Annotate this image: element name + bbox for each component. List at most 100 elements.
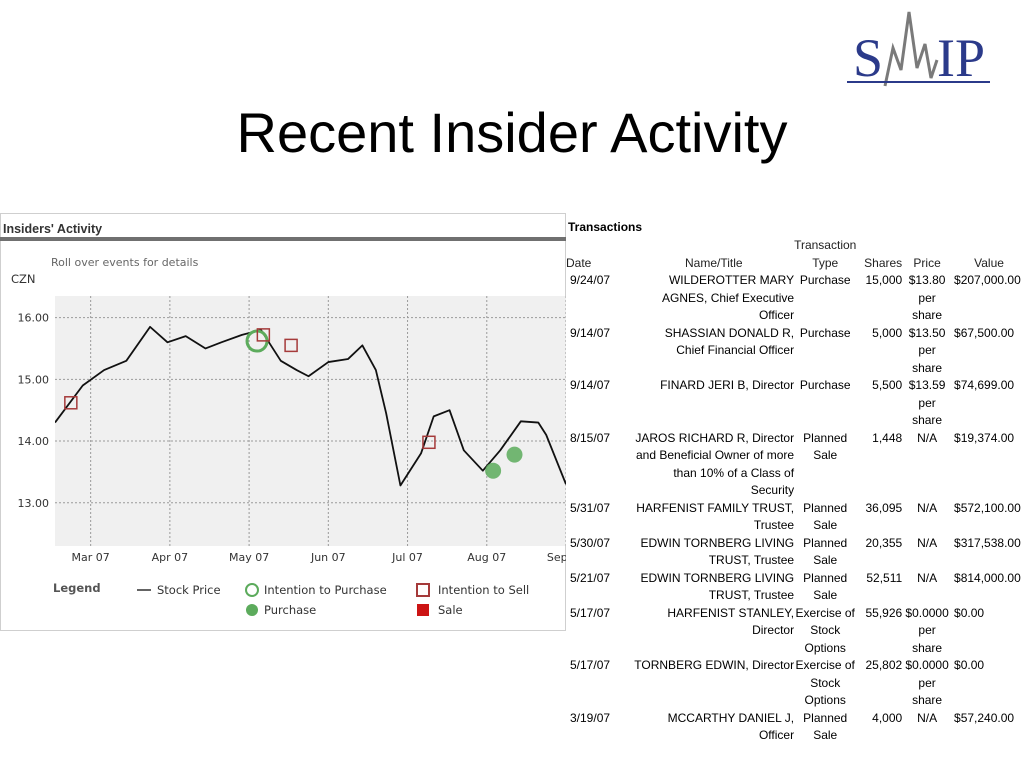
event-intention-to-sell[interactable] bbox=[284, 338, 298, 353]
cell-value: $0.00 bbox=[954, 658, 985, 672]
cell-date: 9/24/07 bbox=[570, 273, 611, 287]
x-tick-label: May 07 bbox=[229, 551, 269, 564]
cell-shares: 5,500 bbox=[872, 378, 903, 392]
cell-date: 5/30/07 bbox=[570, 535, 611, 550]
y-tick-label: 15.00 bbox=[18, 373, 50, 386]
cell-shares: 25,802 bbox=[865, 658, 903, 672]
x-tick-label: Jul 07 bbox=[391, 551, 423, 564]
cell-name: MCCARTHY DANIEL J, Officer bbox=[667, 710, 795, 743]
stock-price-line bbox=[55, 325, 566, 487]
slide-title: Recent Insider Activity bbox=[236, 101, 788, 164]
legend-sale: Sale bbox=[438, 603, 463, 617]
y-tick-label: 13.00 bbox=[18, 497, 50, 510]
x-tick-label: Apr 07 bbox=[152, 551, 189, 564]
cell-value: $57,240.00 bbox=[954, 710, 1015, 725]
legend-intent-sell-icon bbox=[416, 583, 430, 597]
cell-date: 9/14/07 bbox=[570, 378, 611, 392]
smip-logo: S IP bbox=[847, 11, 990, 88]
plot-area bbox=[55, 296, 566, 546]
cell-value: $0.00 bbox=[954, 605, 985, 620]
legend-purchase-icon bbox=[246, 604, 258, 616]
col-shares: Shares bbox=[864, 255, 903, 270]
cell-type: Planned Sale bbox=[803, 710, 848, 743]
logo-zigzag-icon bbox=[883, 11, 939, 87]
cell-shares: 36,095 bbox=[865, 500, 903, 515]
transactions-panel: Transactions Date Name/Title Transaction… bbox=[566, 216, 1024, 742]
cell-name: EDWIN TORNBERG LIVING TRUST, Trustee bbox=[640, 570, 795, 603]
cell-date: 5/17/07 bbox=[570, 605, 611, 620]
cell-type: Purchase bbox=[799, 378, 851, 392]
cell-type: Exercise of Stock Options bbox=[795, 605, 855, 655]
cell-name: WILDEROTTER MARY AGNES, Chief Executive … bbox=[662, 273, 795, 322]
cell-value: $207,000.00 bbox=[954, 273, 1021, 287]
cell-price: $0.0000 per share bbox=[905, 605, 949, 655]
y-tick-label: 14.00 bbox=[18, 435, 50, 448]
stock-price-series bbox=[55, 325, 566, 487]
event-intention-to-sell[interactable] bbox=[256, 328, 271, 342]
cell-price: N/A bbox=[917, 500, 938, 515]
cell-date: 8/15/07 bbox=[570, 430, 611, 445]
table-row: 9/14/07 FINARD JERI B, Director Purchase 5,… bbox=[566, 377, 1024, 430]
cell-shares: 52,511 bbox=[866, 570, 903, 585]
cell-name: EDWIN TORNBERG LIVING TRUST, Trustee bbox=[640, 535, 795, 568]
table-row: 5/31/07 HARFENIST FAMILY TRUST, Trustee Pl… bbox=[566, 500, 1024, 535]
cell-value: $19,374.00 bbox=[954, 430, 1015, 445]
table-row: 8/15/07 JAROS RICHARD R, Director and Ben… bbox=[566, 430, 1024, 500]
cell-price: $0.0000 per share bbox=[905, 658, 949, 707]
event-intention-to-sell[interactable] bbox=[422, 435, 436, 450]
x-tick-label: Aug 07 bbox=[467, 551, 506, 564]
chart-header-bar bbox=[0, 237, 566, 241]
insider-events bbox=[64, 328, 523, 479]
cell-shares: 20,355 bbox=[865, 535, 903, 550]
cell-type: Planned Sale bbox=[803, 535, 848, 568]
cell-type: Planned Sale bbox=[803, 430, 848, 463]
cell-price: $13.59 per share bbox=[908, 378, 946, 427]
cell-price: N/A bbox=[917, 570, 938, 585]
cell-price: $13.50 per share bbox=[908, 325, 946, 375]
ticker-label: CZN bbox=[11, 272, 36, 286]
table-header-row: Date Name/Title Transaction Type Shares … bbox=[566, 237, 1024, 272]
y-tick-label: 16.00 bbox=[18, 312, 50, 325]
table-row: 9/24/07 WILDEROTTER MARY AGNES, Chief Exe… bbox=[566, 272, 1024, 325]
cell-date: 5/21/07 bbox=[570, 570, 611, 585]
grid-lines bbox=[55, 296, 566, 546]
cell-name: JAROS RICHARD R, Director and Beneficial… bbox=[635, 430, 795, 498]
transactions-table: Date Name/Title Transaction Type Shares … bbox=[566, 237, 1024, 745]
cell-price: N/A bbox=[917, 430, 938, 445]
chart-header: Insiders' Activity bbox=[3, 222, 102, 236]
cell-shares: 1,448 bbox=[872, 430, 903, 445]
legend-intent-sell: Intention to Sell bbox=[438, 583, 529, 597]
cell-type: Planned Sale bbox=[803, 500, 848, 533]
event-purchase[interactable] bbox=[506, 446, 523, 463]
transactions-title: Transactions bbox=[568, 220, 643, 234]
table-row: 5/21/07 EDWIN TORNBERG LIVING TRUST, Trus… bbox=[566, 570, 1024, 605]
transactions-body: 9/24/07 WILDEROTTER MARY AGNES, Chief Exe… bbox=[566, 272, 1024, 745]
logo-text-right: IP bbox=[937, 28, 985, 88]
cell-value: $67,500.00 bbox=[954, 325, 1015, 340]
legend-stock-price: Stock Price bbox=[157, 583, 221, 597]
legend-intent-purchase-icon bbox=[245, 583, 259, 597]
cell-value: $572,100.00 bbox=[954, 500, 1021, 515]
event-intention-to-sell[interactable] bbox=[64, 396, 78, 410]
chart-hint: Roll over events for details bbox=[51, 256, 199, 269]
cell-shares: 5,000 bbox=[872, 325, 903, 340]
legend-title: Legend bbox=[53, 581, 101, 595]
legend-intent-purchase: Intention to Purchase bbox=[264, 583, 387, 597]
cell-type: Planned Sale bbox=[803, 570, 848, 603]
col-price: Price bbox=[913, 255, 941, 270]
logo-text-left: S bbox=[853, 28, 883, 88]
cell-name: SHASSIAN DONALD R, Chief Financial Offic… bbox=[664, 325, 795, 358]
x-tick-label: Sep 07 bbox=[547, 551, 566, 564]
x-axis-ticks: Mar 07 Apr 07 May 07 Jun 07 Jul 07 Aug 07 Sep … bbox=[72, 551, 566, 564]
table-row: 9/14/07 SHASSIAN DONALD R, Chief Financia… bbox=[566, 325, 1024, 378]
event-purchase[interactable] bbox=[485, 462, 502, 479]
cell-shares: 4,000 bbox=[872, 710, 903, 725]
cell-shares: 15,000 bbox=[865, 273, 903, 287]
table-row: 5/30/07 EDWIN TORNBERG LIVING TRUST, Trus… bbox=[566, 535, 1024, 570]
cell-name: FINARD JERI B, Director bbox=[660, 378, 795, 392]
cell-price: N/A bbox=[917, 710, 938, 725]
cell-value: $74,699.00 bbox=[954, 378, 1015, 392]
cell-shares: 55,926 bbox=[865, 605, 903, 620]
insiders-activity-chart[interactable]: Insiders' Activity Roll over events for … bbox=[0, 213, 566, 631]
cell-type: Exercise of Stock Options bbox=[795, 658, 855, 707]
